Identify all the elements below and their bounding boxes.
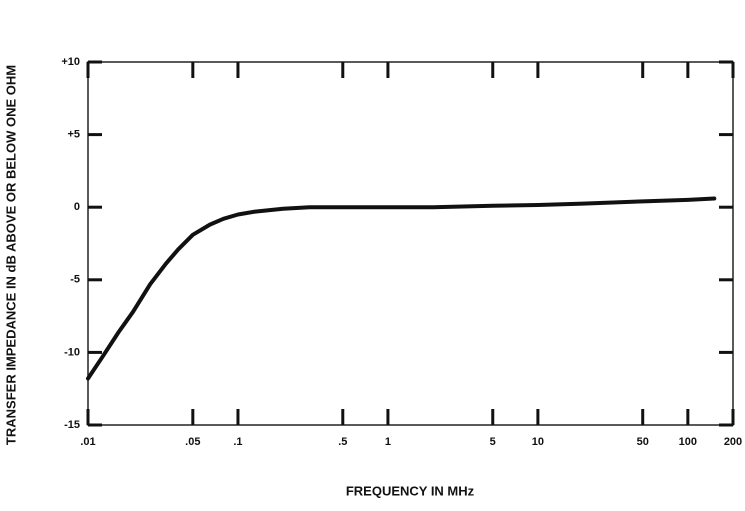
- x-tick-label: .01: [80, 436, 95, 448]
- x-axis-label: FREQUENCY IN MHz: [346, 483, 475, 498]
- x-tick-label: 1: [385, 436, 391, 448]
- x-tick-label: 50: [637, 436, 649, 448]
- y-tick-label: +10: [61, 56, 80, 68]
- y-tick-label: -15: [64, 419, 80, 431]
- y-tick-label: +5: [67, 129, 80, 141]
- data-line: [86, 196, 717, 381]
- x-tick-label: 5: [490, 436, 496, 448]
- x-tick-label: 10: [532, 436, 544, 448]
- x-tick-label: 200: [724, 436, 742, 448]
- x-tick-label: 100: [679, 436, 697, 448]
- y-axis-label: TRANSFER IMPEDANCE IN dB ABOVE OR BELOW …: [3, 65, 18, 445]
- plot-frame: [87, 61, 734, 426]
- y-tick-label: 0: [74, 201, 80, 213]
- x-tick-label: .1: [233, 436, 242, 448]
- x-tick-label: .5: [338, 436, 347, 448]
- y-tick-label: -10: [64, 346, 80, 358]
- y-tick-label: -5: [70, 274, 80, 286]
- x-tick-label: .05: [185, 436, 200, 448]
